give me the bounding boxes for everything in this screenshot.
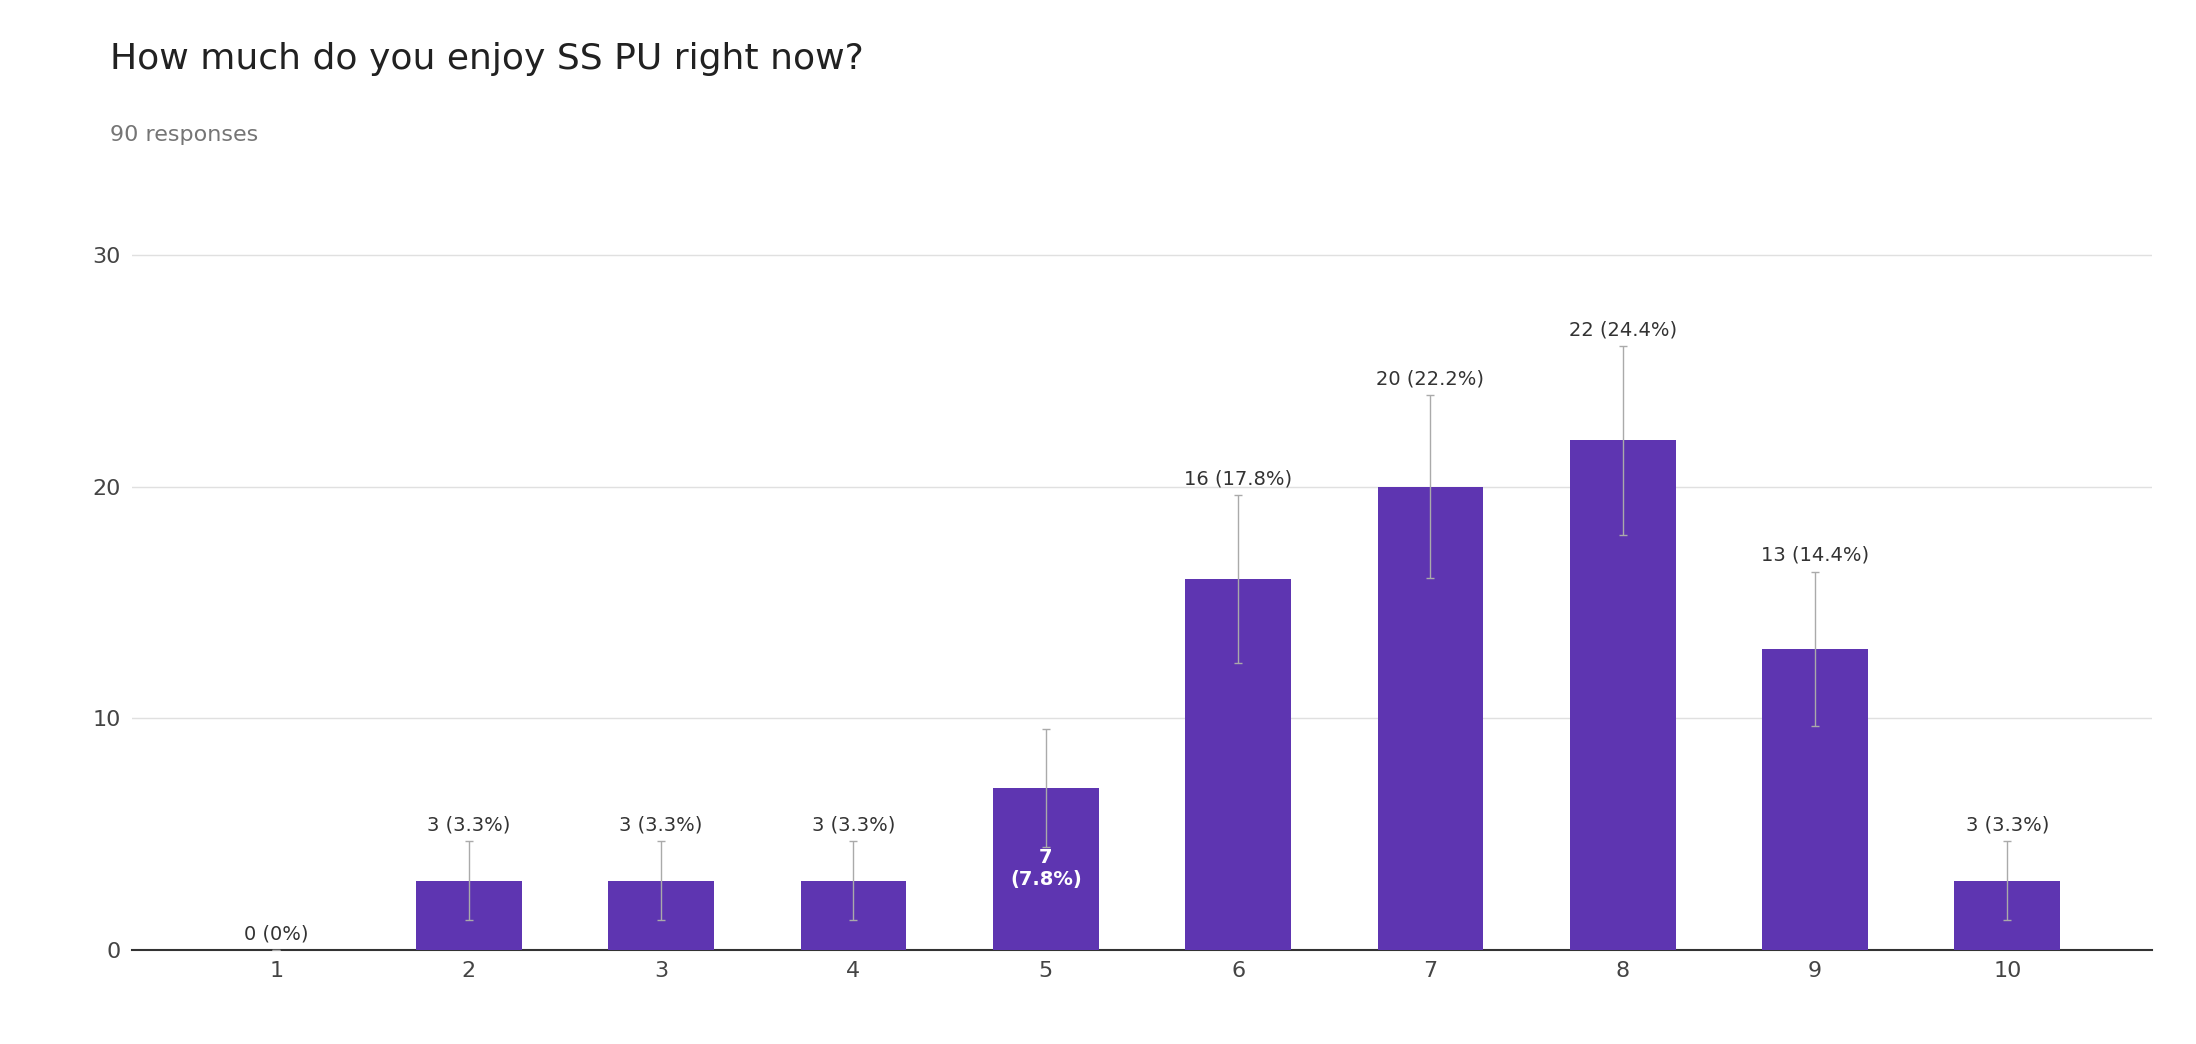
Text: 3 (3.3%): 3 (3.3%) <box>426 815 509 834</box>
Bar <box>1570 441 1676 950</box>
Text: 16 (17.8%): 16 (17.8%) <box>1184 470 1291 489</box>
Bar <box>608 880 714 950</box>
Text: 90 responses: 90 responses <box>110 125 259 145</box>
Bar <box>1186 579 1291 950</box>
Text: 3 (3.3%): 3 (3.3%) <box>1965 815 2049 834</box>
Text: 3 (3.3%): 3 (3.3%) <box>813 815 896 834</box>
Text: 3 (3.3%): 3 (3.3%) <box>619 815 703 834</box>
Text: 13 (14.4%): 13 (14.4%) <box>1761 546 1869 565</box>
Text: 20 (22.2%): 20 (22.2%) <box>1377 370 1484 388</box>
Bar <box>1377 487 1482 950</box>
Text: 7
(7.8%): 7 (7.8%) <box>1010 849 1083 889</box>
Text: How much do you enjoy SS PU right now?: How much do you enjoy SS PU right now? <box>110 42 863 76</box>
Bar <box>415 880 523 950</box>
Bar <box>1954 880 2060 950</box>
Bar <box>993 788 1098 950</box>
Bar <box>802 880 907 950</box>
Text: 22 (24.4%): 22 (24.4%) <box>1568 321 1678 339</box>
Bar <box>1761 649 1869 950</box>
Text: 0 (0%): 0 (0%) <box>244 924 310 943</box>
